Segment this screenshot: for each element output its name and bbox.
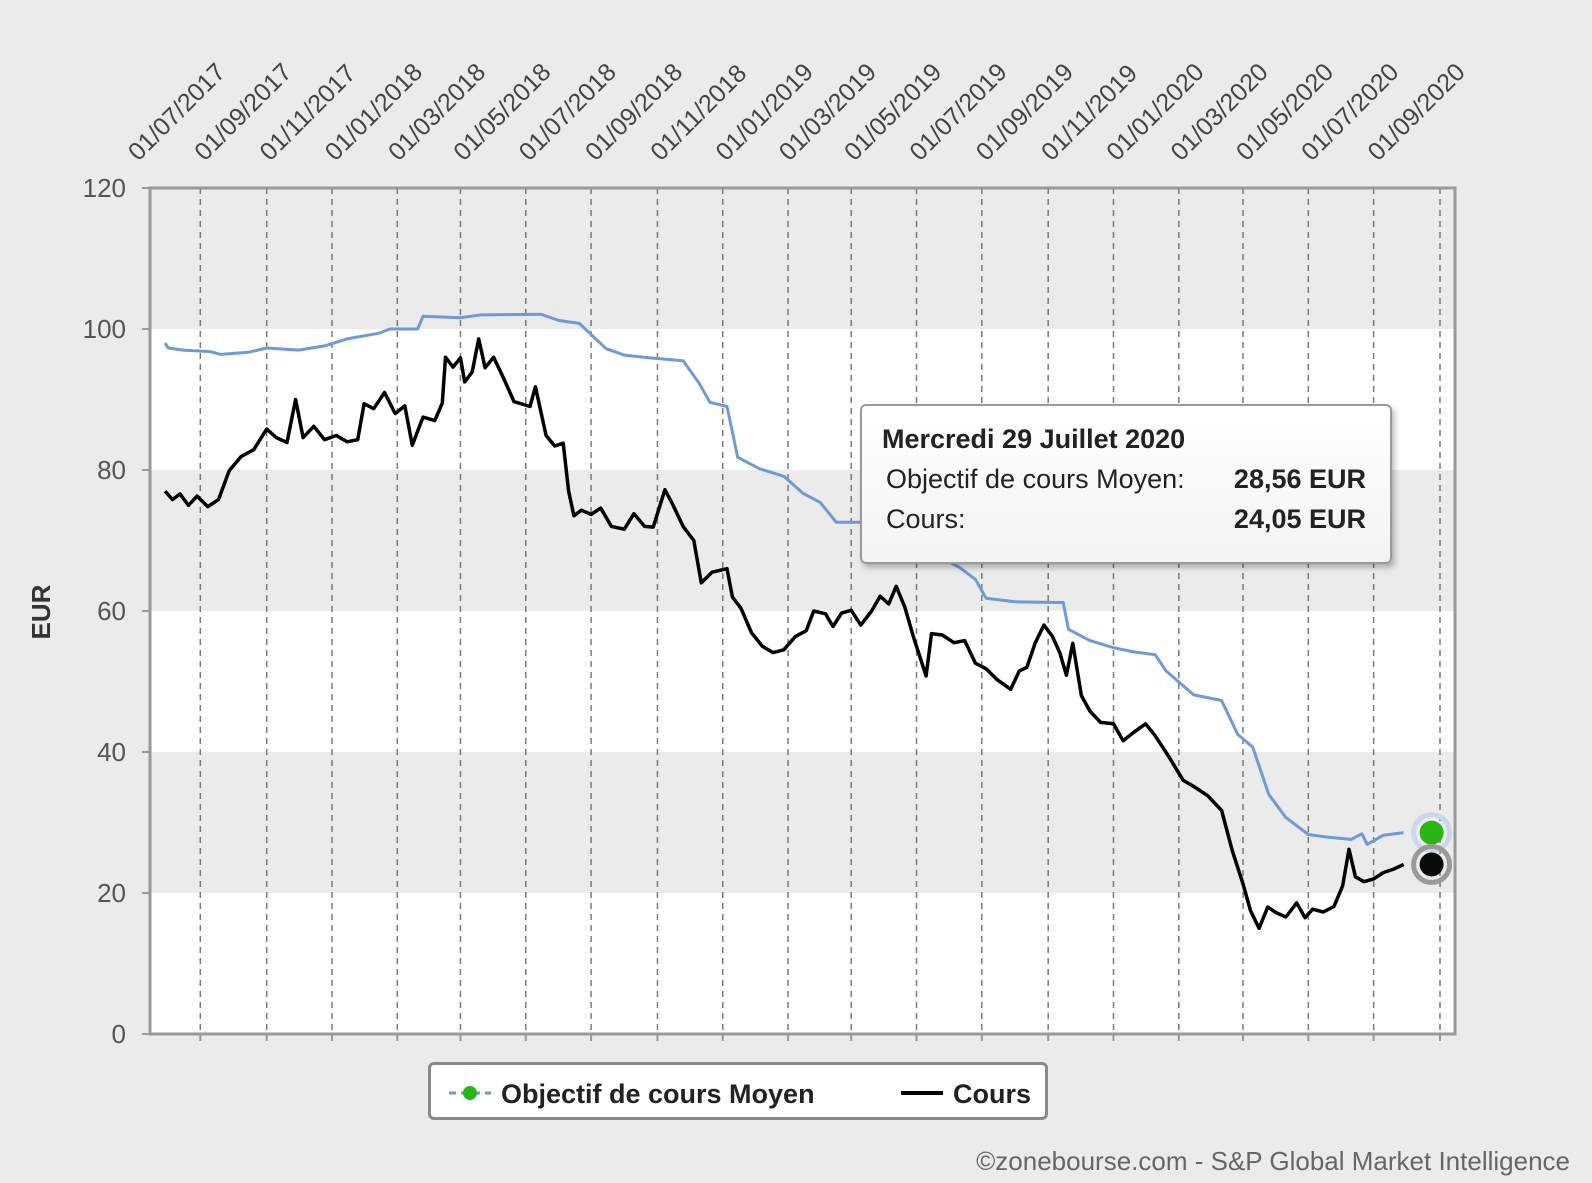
tooltip-label: Objectif de cours Moyen:	[886, 464, 1185, 494]
vertical-gridlines	[199, 188, 1441, 1034]
legend: Objectif de cours Moyen Cours	[428, 1062, 1048, 1120]
end-marker-halo	[1411, 843, 1453, 885]
grid-band	[150, 188, 1455, 329]
y-tick-label: 40	[97, 737, 126, 767]
tooltip: Mercredi 29 Juillet 2020 Objectif de cou…	[860, 404, 1392, 564]
tooltip-value: 24,05 EUR	[1233, 504, 1366, 534]
legend-swatch-objectif[interactable]	[447, 1083, 493, 1103]
y-tick-label: 80	[97, 455, 126, 485]
legend-label-cours[interactable]: Cours	[953, 1079, 1032, 1109]
legend-label-objectif[interactable]: Objectif de cours Moyen	[501, 1079, 815, 1109]
series-lines	[163, 312, 1405, 931]
series-line-cours	[163, 337, 1405, 931]
tooltip-label: Cours:	[886, 504, 966, 534]
y-tick-label: 120	[83, 173, 126, 203]
y-tick-labels: 0 20 40 60 80 100 120	[83, 173, 126, 1049]
y-tick-label: 60	[97, 596, 126, 626]
x-tick-labels: 01/07/201701/09/201701/11/201701/01/2018…	[123, 58, 1471, 166]
tooltip-title: Mercredi 29 Juillet 2020	[882, 424, 1186, 454]
y-tick-label: 100	[83, 314, 126, 344]
axes	[142, 186, 1457, 1041]
tooltip-value: 28,56 EUR	[1233, 464, 1366, 494]
legend-swatch-cours[interactable]	[899, 1083, 945, 1103]
y-axis-label: EUR	[26, 584, 56, 639]
series-line-objectif	[163, 312, 1404, 846]
end-marker-cours	[1419, 852, 1444, 877]
credit-text[interactable]: ©zonebourse.com - S&P Global Market Inte…	[976, 1146, 1570, 1176]
grid-band	[150, 893, 1455, 1034]
end-marker-objectif	[1419, 820, 1444, 845]
plot-bands	[150, 188, 1455, 1034]
y-tick-label: 0	[112, 1019, 126, 1049]
y-tick-label: 20	[97, 878, 126, 908]
grid-band	[150, 752, 1455, 893]
series-end-markers	[1411, 812, 1453, 885]
end-marker-halo	[1411, 812, 1453, 854]
